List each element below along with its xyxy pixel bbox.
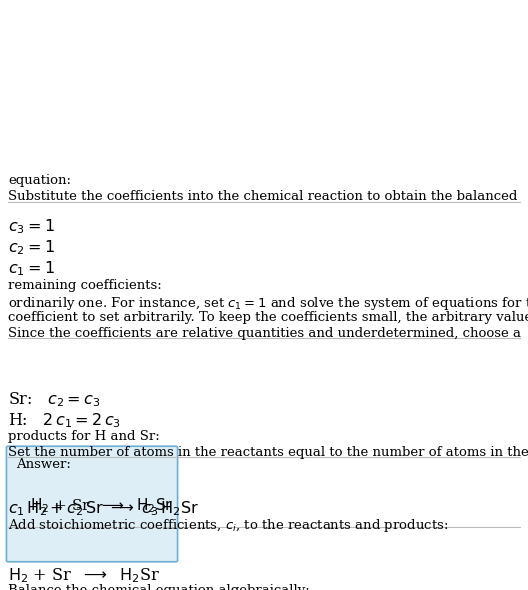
Text: Set the number of atoms in the reactants equal to the number of atoms in the: Set the number of atoms in the reactants… [8,446,528,459]
Text: Balance the chemical equation algebraically:: Balance the chemical equation algebraica… [8,584,310,590]
Text: Answer:: Answer: [16,458,71,471]
Text: $\mathrm{H_2}$ + Sr  $\longrightarrow$  $\mathrm{H_2Sr}$: $\mathrm{H_2}$ + Sr $\longrightarrow$ $\… [30,496,173,514]
Text: Sr:   $c_2 = c_3$: Sr: $c_2 = c_3$ [8,390,100,409]
Text: coefficient to set arbitrarily. To keep the coefficients small, the arbitrary va: coefficient to set arbitrarily. To keep … [8,311,528,324]
Text: $c_2 = 1$: $c_2 = 1$ [8,238,55,257]
Text: products for H and Sr:: products for H and Sr: [8,430,160,443]
Text: Since the coefficients are relative quantities and underdetermined, choose a: Since the coefficients are relative quan… [8,327,521,340]
Text: $c_3 = 1$: $c_3 = 1$ [8,217,55,235]
FancyBboxPatch shape [6,446,177,562]
Text: H:   $2\,c_1 = 2\,c_3$: H: $2\,c_1 = 2\,c_3$ [8,411,121,430]
Text: equation:: equation: [8,174,71,187]
Text: $c_1 = 1$: $c_1 = 1$ [8,259,55,278]
Text: ordinarily one. For instance, set $c_1 = 1$ and solve the system of equations fo: ordinarily one. For instance, set $c_1 =… [8,295,528,312]
Text: $c_1\,\mathrm{H_2} + c_2\,\mathrm{Sr}\ \longrightarrow\ c_3\,\mathrm{H_2Sr}$: $c_1\,\mathrm{H_2} + c_2\,\mathrm{Sr}\ \… [8,499,199,517]
Text: Add stoichiometric coefficients, $c_i$, to the reactants and products:: Add stoichiometric coefficients, $c_i$, … [8,517,448,534]
Text: $\mathsf{H_2}$ + Sr  $\longrightarrow$  $\mathsf{H_2}$Sr: $\mathsf{H_2}$ + Sr $\longrightarrow$ $\… [8,566,160,585]
Text: remaining coefficients:: remaining coefficients: [8,279,162,292]
Text: Substitute the coefficients into the chemical reaction to obtain the balanced: Substitute the coefficients into the che… [8,190,517,203]
